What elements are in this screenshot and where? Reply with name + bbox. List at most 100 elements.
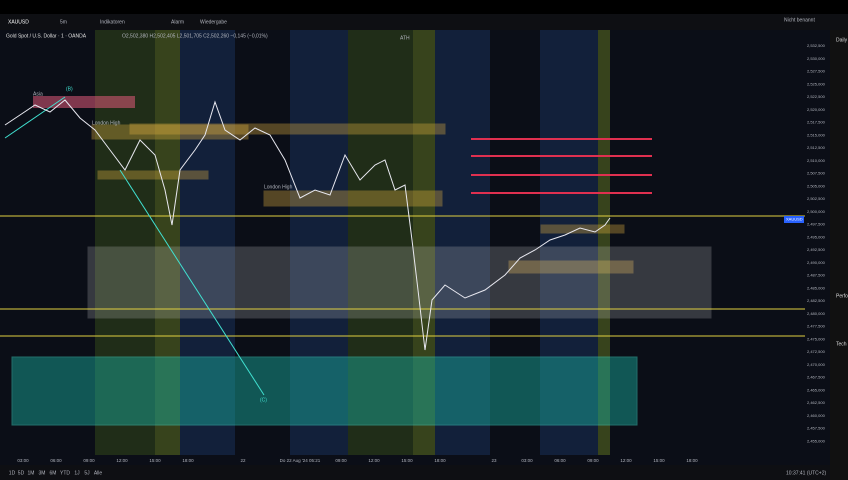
wave-line: [4, 96, 66, 139]
price-label: 2,517,500: [807, 120, 826, 125]
price-label: 2,497,500: [807, 222, 826, 227]
session-band: [155, 30, 180, 455]
time-label: 18:00: [182, 458, 194, 463]
price-label: 2,465,000: [807, 387, 826, 392]
time-label: 09:00: [335, 458, 347, 463]
price-label: 2,457,500: [807, 426, 826, 431]
session-band: [540, 30, 598, 455]
resistance-lines: [471, 138, 652, 194]
time-label: 06:00: [50, 458, 62, 463]
symbol[interactable]: XAUUSD: [8, 19, 29, 25]
session-band: [413, 30, 435, 455]
price-label: 2,455,000: [807, 438, 826, 443]
ohlc: O2,502,380 H2,502,405 L2,501,705 C2,502,…: [122, 33, 268, 39]
interval[interactable]: 5m: [60, 19, 67, 25]
price-label: 2,520,000: [807, 107, 826, 112]
price-label: 2,527,500: [807, 69, 826, 74]
session-band: [290, 30, 348, 455]
session-band: [435, 30, 490, 455]
price-label: 2,512,500: [807, 145, 826, 150]
time-label: 09:00: [83, 458, 95, 463]
alert[interactable]: Alarm: [171, 19, 184, 25]
chart-area: [0, 30, 805, 455]
annotation: (B): [66, 86, 73, 92]
side-item: Tech: [836, 341, 847, 347]
price-axis-labels: 2,532,500 2,530,000 2,527,500 2,525,000 2,52…: [807, 43, 826, 443]
price-label: 2,502,500: [807, 196, 826, 201]
price-label: 2,470,000: [807, 362, 826, 367]
price-label: 2,505,000: [807, 183, 826, 188]
range-button[interactable]: 5D: [18, 470, 25, 476]
time-label: 23: [491, 458, 497, 463]
time-label: 15:00: [149, 458, 161, 463]
price-label: 2,460,000: [807, 413, 826, 418]
price-label: 2,500,000: [807, 209, 826, 214]
time-label: 12:00: [368, 458, 380, 463]
zone-box: [33, 96, 135, 108]
price-label: 2,462,500: [807, 400, 826, 405]
layout-name[interactable]: Nicht benannt: [784, 17, 815, 23]
clock: 10:37:41 (UTC+2): [786, 470, 826, 476]
time-label: 18:00: [434, 458, 446, 463]
price-label: 2,472,500: [807, 349, 826, 354]
time-label: 12:00: [116, 458, 128, 463]
toolbar: [0, 14, 848, 30]
time-label: 06:00: [554, 458, 566, 463]
zone-box: [263, 190, 443, 207]
wave-line: [119, 169, 265, 396]
indicators[interactable]: Indikatoren: [100, 19, 125, 25]
price-label: 2,532,500: [807, 43, 826, 48]
price-label: 2,487,500: [807, 273, 826, 278]
price-label: 2,480,000: [807, 311, 826, 316]
session-band: [180, 30, 235, 455]
session-band: [598, 30, 610, 455]
price-label: 2,510,000: [807, 158, 826, 163]
replay[interactable]: Wiedergabe: [200, 19, 227, 25]
range-button[interactable]: YTD: [60, 470, 70, 476]
annotation: London High: [92, 120, 121, 126]
price-label: 2,485,000: [807, 285, 826, 290]
price-label: 2,525,000: [807, 81, 826, 86]
time-label: 03:00: [17, 458, 29, 463]
price-label: 2,467,500: [807, 375, 826, 380]
price-label: 2,490,000: [807, 260, 826, 265]
time-label: 09:00: [587, 458, 599, 463]
chart-title: Gold Spot / U.S. Dollar · 1 · OANDA: [6, 33, 87, 39]
zone-box: [129, 123, 446, 135]
session-band: [348, 30, 413, 455]
price-label: 2,495,000: [807, 234, 826, 239]
range-button[interactable]: 3M: [39, 470, 46, 476]
range-buttons: 1D 5D 1M 3M 6M YTD 1J 5J Alle: [9, 470, 103, 476]
annotation: ATH: [400, 35, 410, 41]
side-item: Daily: [836, 37, 848, 43]
symbol-tag: XAUUSD: [786, 217, 803, 222]
price-label: 2,482,500: [807, 298, 826, 303]
range-button[interactable]: 1D: [9, 470, 16, 476]
zone-box: [91, 124, 249, 140]
side-panel-items: Daily Perfor Tech: [836, 37, 848, 347]
side-item: Perfor: [836, 293, 848, 299]
price-line: [4, 99, 611, 351]
time-label: 22: [240, 458, 246, 463]
range-button[interactable]: 6M: [50, 470, 57, 476]
time-label: 12:00: [620, 458, 632, 463]
range-button[interactable]: Alle: [94, 470, 103, 476]
side-panel: [830, 30, 848, 480]
zone-box: [97, 170, 209, 180]
annotation: Asia: [33, 91, 43, 97]
range-button[interactable]: 1M: [28, 470, 35, 476]
range-button[interactable]: 5J: [84, 470, 90, 476]
symbol-tag-bg: [784, 216, 804, 223]
time-label: 15:00: [401, 458, 413, 463]
price-label: 2,477,500: [807, 324, 826, 329]
time-axis: [0, 455, 830, 465]
time-label: Do 22 Aug '24 05:21: [280, 458, 321, 463]
time-label: 18:00: [686, 458, 698, 463]
demand-box: [11, 356, 638, 426]
time-axis-labels: 03:00 06:00 09:00 12:00 15:00 18:00 22 Do 22 Au…: [17, 458, 698, 463]
time-label: 15:00: [653, 458, 665, 463]
time-label: 03:00: [521, 458, 533, 463]
price-label: 2,515,000: [807, 132, 826, 137]
range-box: [87, 246, 712, 319]
range-button[interactable]: 1J: [74, 470, 80, 476]
